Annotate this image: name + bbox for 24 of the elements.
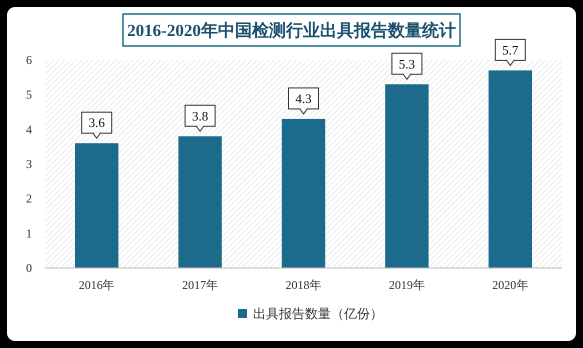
bar [488, 70, 532, 268]
legend-label: 出具报告数量（亿份） [253, 306, 383, 321]
bar [74, 143, 118, 268]
bar [178, 136, 222, 268]
chart-title: 2016-2020年中国检测行业出具报告数量统计 [127, 21, 456, 40]
data-label: 3.6 [88, 115, 106, 130]
y-tick-label: 2 [26, 192, 32, 206]
x-tick-label: 2017年 [182, 278, 218, 292]
bar [282, 118, 326, 268]
data-label: 5.3 [398, 56, 416, 72]
y-tick-label: 3 [26, 157, 32, 171]
x-tick-label: 2019年 [388, 278, 425, 292]
y-tick-label: 1 [26, 226, 32, 240]
y-tick-label: 6 [26, 53, 32, 67]
data-label: 5.7 [502, 42, 519, 58]
bar [385, 84, 429, 268]
x-tick-label: 2020年 [492, 278, 528, 292]
y-tick-label: 4 [26, 122, 32, 136]
x-tick-label: 2016年 [78, 278, 115, 292]
data-label: 3.8 [192, 108, 208, 124]
x-tick-label: 2018年 [286, 278, 322, 292]
data-label: 4.3 [295, 90, 312, 106]
y-tick-label: 0 [26, 261, 32, 275]
y-tick-label: 5 [26, 88, 32, 102]
